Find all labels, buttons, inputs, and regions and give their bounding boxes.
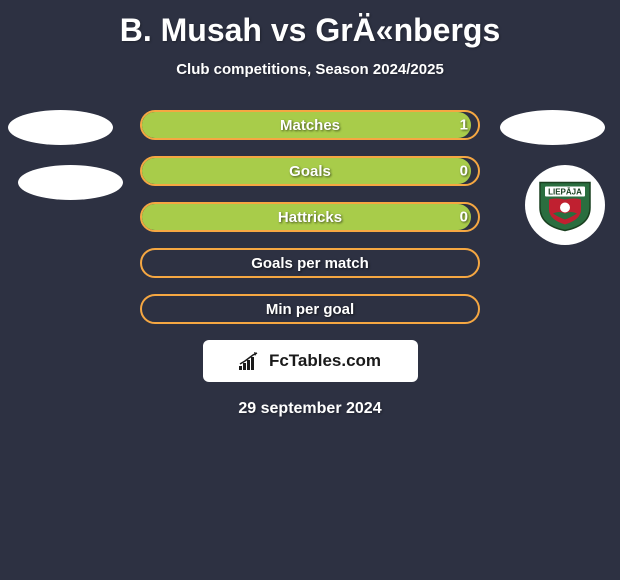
bar-value: 0 xyxy=(460,163,468,180)
bar-value: 0 xyxy=(460,209,468,226)
chart-icon xyxy=(239,352,263,370)
bar-label: Matches xyxy=(280,117,340,134)
bar-row: Hattricks 0 xyxy=(140,202,480,232)
bar-row: Min per goal xyxy=(140,294,480,324)
bar-row: Goals per match xyxy=(140,248,480,278)
bar-label: Min per goal xyxy=(266,301,354,318)
avatar-left-1 xyxy=(8,110,113,145)
chart-area: LIEPĀJA Matches 1 Goals 0 Hattricks 0 Goals pe… xyxy=(0,110,620,418)
avatar-left-2 xyxy=(18,165,123,200)
bar-label: Hattricks xyxy=(278,209,342,226)
bar-label: Goals xyxy=(289,163,331,180)
svg-text:LIEPĀJA: LIEPĀJA xyxy=(548,188,582,197)
bar-value: 1 xyxy=(460,117,468,134)
club-badge: LIEPĀJA xyxy=(525,165,605,245)
date-text: 29 september 2024 xyxy=(0,400,620,418)
club-badge-inner: LIEPĀJA xyxy=(535,175,595,235)
bars-container: Matches 1 Goals 0 Hattricks 0 Goals per match M… xyxy=(140,110,480,324)
footer-brand-text: FcTables.com xyxy=(269,351,381,371)
page-title: B. Musah vs GrÄ«nbergs xyxy=(0,0,620,49)
bar-label: Goals per match xyxy=(251,255,369,272)
bar-row: Goals 0 xyxy=(140,156,480,186)
page-subtitle: Club competitions, Season 2024/2025 xyxy=(0,61,620,78)
footer-brand-box: FcTables.com xyxy=(203,340,418,382)
avatar-right-1 xyxy=(500,110,605,145)
bar-row: Matches 1 xyxy=(140,110,480,140)
shield-icon: LIEPĀJA xyxy=(535,175,595,235)
